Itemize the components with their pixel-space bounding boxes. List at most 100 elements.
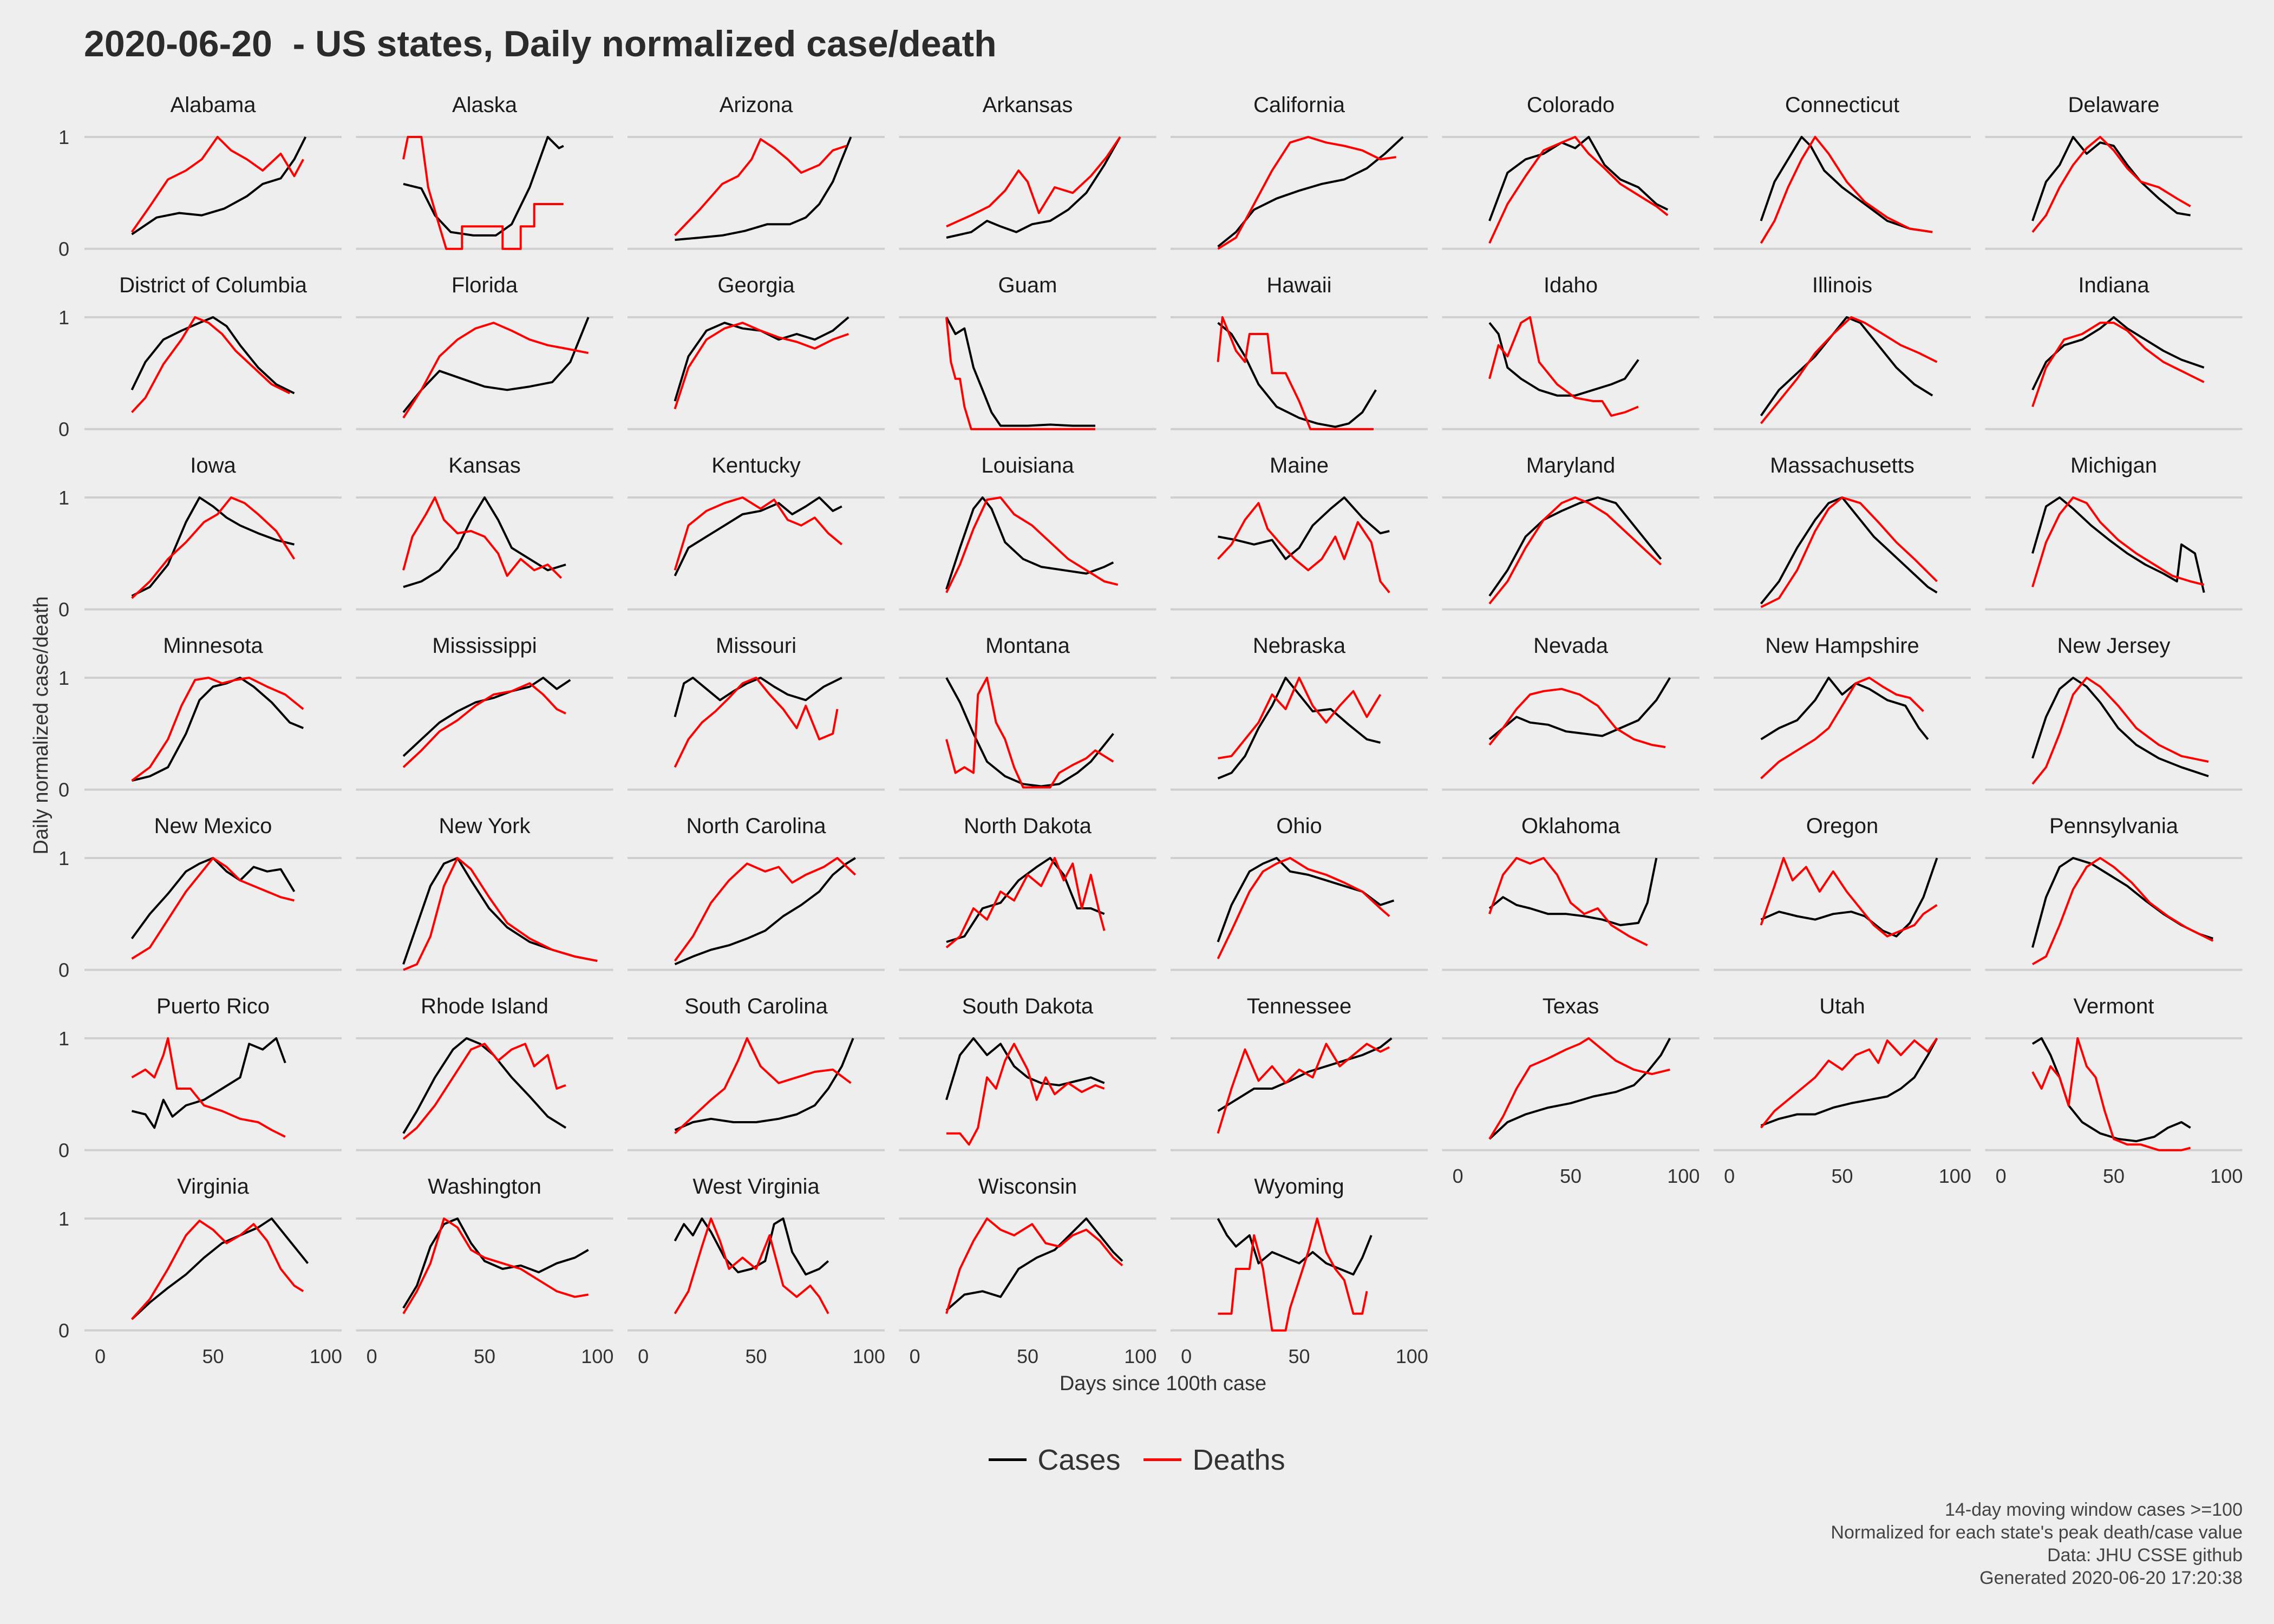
- series-line-deaths: [946, 136, 1121, 228]
- panel-title: New York: [439, 814, 531, 838]
- series-line-deaths: [1760, 1037, 1938, 1129]
- panel-california: California: [1171, 93, 1428, 250]
- series-line-deaths: [402, 496, 563, 579]
- x-axis-title: Days since 100th case: [1060, 1372, 1266, 1395]
- series-line-cases: [1760, 1038, 1938, 1127]
- series-line-deaths: [945, 857, 1106, 948]
- panel-guam: Guam: [899, 273, 1156, 430]
- x-tick-label: 0: [1724, 1165, 1735, 1187]
- panel-title: Maryland: [1526, 454, 1616, 477]
- series-line-deaths: [2031, 1037, 2191, 1151]
- series-line-cases: [1760, 136, 1933, 233]
- panel-title: Guam: [998, 273, 1057, 297]
- series-line-deaths: [1218, 677, 1382, 759]
- panel-title: Nevada: [1533, 634, 1609, 658]
- panel-title: Tennessee: [1247, 994, 1351, 1018]
- legend-swatch-cases: [989, 1458, 1027, 1461]
- panel-georgia: Georgia: [628, 273, 885, 430]
- series-line-cases: [674, 857, 856, 966]
- panel-kentucky: Kentucky: [628, 454, 885, 611]
- panel-title: Indiana: [2078, 273, 2149, 297]
- panel-hawaii: Hawaii: [1171, 273, 1428, 430]
- x-tick-label: 100: [310, 1345, 342, 1367]
- panel-louisiana: Louisiana: [899, 454, 1156, 611]
- x-tick-label: 50: [2103, 1165, 2125, 1187]
- panel-maryland: Maryland: [1442, 454, 1700, 611]
- x-tick-label: 0: [910, 1345, 920, 1367]
- panel-alaska: Alaska: [356, 93, 613, 250]
- panel-nebraska: Nebraska: [1171, 634, 1428, 791]
- panel-florida: Florida: [356, 273, 613, 430]
- series-line-deaths: [131, 496, 296, 599]
- y-tick-label: 1: [58, 306, 69, 329]
- panel-title: South Carolina: [684, 994, 828, 1018]
- panel-title: District of Columbia: [119, 273, 308, 297]
- panel-title: California: [1253, 93, 1345, 117]
- panel-title: Wisconsin: [978, 1175, 1077, 1199]
- series-line-deaths: [1217, 136, 1396, 250]
- series-line-cases: [402, 1217, 589, 1309]
- panel-title: Montana: [985, 634, 1070, 658]
- series-line-cases: [131, 496, 295, 597]
- panel-title: New Mexico: [154, 814, 272, 838]
- panel-title: Colorado: [1527, 93, 1615, 117]
- series-line-deaths: [1217, 502, 1390, 593]
- x-tick-label: 100: [2210, 1165, 2243, 1187]
- legend: Cases Deaths: [0, 1435, 2274, 1477]
- panel-title: Florida: [452, 273, 518, 297]
- legend-label-deaths: Deaths: [1192, 1443, 1285, 1476]
- series-line-deaths: [1760, 857, 1938, 938]
- panel-title: Rhode Island: [421, 994, 548, 1018]
- panel-title: Hawaii: [1266, 273, 1331, 297]
- series-line-deaths: [1217, 1043, 1390, 1134]
- legend-item-deaths: Deaths: [1143, 1443, 1285, 1477]
- panel-new-hampshire: New Hampshire: [1714, 634, 1971, 791]
- x-tick-label: 0: [367, 1345, 377, 1367]
- panel-title: Alaska: [452, 93, 518, 117]
- x-tick-label: 100: [1667, 1165, 1700, 1187]
- panel-title: Texas: [1543, 994, 1599, 1018]
- y-tick-label: 0: [58, 238, 69, 260]
- series-line-deaths: [131, 316, 291, 414]
- series-line-deaths: [402, 1043, 566, 1140]
- series-line-cases: [1217, 136, 1404, 248]
- series-line-deaths: [2032, 857, 2214, 966]
- panel-nevada: Nevada: [1442, 634, 1700, 791]
- series-line-deaths: [131, 1037, 286, 1138]
- panel-kansas: Kansas: [356, 454, 613, 611]
- panel-title: Michigan: [2070, 454, 2157, 477]
- y-tick-label: 0: [58, 599, 69, 621]
- series-line-cases: [1488, 322, 1639, 397]
- panel-oklahoma: Oklahoma: [1442, 814, 1700, 971]
- series-line-cases: [674, 1217, 829, 1276]
- x-tick-label: 50: [1288, 1345, 1310, 1367]
- panel-title: Louisiana: [981, 454, 1074, 477]
- series-line-cases: [2031, 316, 2205, 391]
- series-line-cases: [1217, 857, 1395, 942]
- panel-iowa: Iowa 0 1: [58, 454, 342, 621]
- series-line-deaths: [1488, 1037, 1670, 1140]
- series-line-deaths: [131, 677, 304, 782]
- series-line-deaths: [945, 496, 1119, 593]
- panel-colorado: Colorado: [1442, 93, 1700, 250]
- y-tick-label: 0: [58, 1140, 69, 1162]
- series-line-deaths: [1488, 687, 1666, 749]
- series-line-cases: [674, 496, 842, 577]
- panel-title: Alabama: [171, 93, 257, 117]
- panel-texas: Texas 0 50 100: [1442, 994, 1700, 1187]
- x-tick-label: 50: [1017, 1345, 1038, 1367]
- panel-south-carolina: South Carolina: [628, 994, 885, 1151]
- panel-title: Kansas: [448, 454, 520, 477]
- panel-title: Massachusetts: [1770, 454, 1914, 477]
- series-line-cases: [2031, 857, 2213, 948]
- panel-west-virginia: West Virginia 0 50 100: [628, 1175, 885, 1367]
- panel-title: South Dakota: [962, 994, 1094, 1018]
- panel-tennessee: Tennessee: [1171, 994, 1428, 1151]
- panel-district-of-columbia: District of Columbia 0 1: [58, 273, 342, 441]
- x-tick-label: 50: [1560, 1165, 1582, 1187]
- series-line-deaths: [1760, 496, 1938, 608]
- panel-title: Utah: [1819, 994, 1865, 1018]
- panel-title: Iowa: [190, 454, 236, 477]
- series-line-cases: [130, 316, 295, 395]
